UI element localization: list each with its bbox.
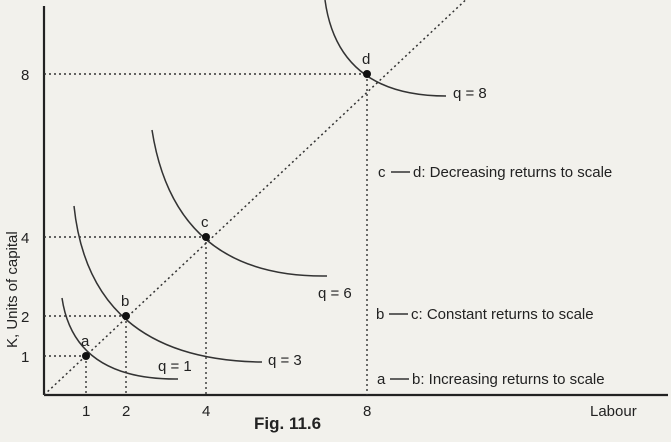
x-tick-label: 2 [122, 403, 130, 420]
point-label-a: a [81, 333, 90, 350]
expansion-path-ray [43, 0, 467, 396]
y-tick-label: 1 [21, 349, 29, 366]
point-a [82, 352, 90, 360]
x-tick-label: 4 [202, 403, 210, 420]
point-label-b: b [121, 293, 129, 310]
x-tick-label: 1 [82, 403, 90, 420]
point-d [363, 70, 371, 78]
annotation-increasing-text: b: Increasing returns to scale [412, 371, 605, 388]
isoquant-label-q8: q = 8 [453, 85, 487, 102]
x-tick-label: 8 [363, 403, 371, 420]
isoquant-label-q1: q = 1 [158, 358, 192, 375]
x-axis-label: Labour [590, 403, 637, 420]
figure-caption: Fig. 11.6 [254, 414, 321, 433]
isoquant-q8 [324, 0, 447, 97]
points: a b c d [81, 51, 371, 360]
guide-lines [44, 73, 368, 395]
point-c [202, 233, 210, 241]
annotation-constant: b c: Constant returns to scale [376, 306, 594, 323]
isoquant-label-q6: q = 6 [318, 285, 352, 302]
isoquant-q1 [61, 297, 179, 380]
annotation-constant-from: b [376, 306, 384, 323]
annotation-increasing: a b: Increasing returns to scale [377, 371, 605, 388]
annotation-decreasing: c d: Decreasing returns to scale [378, 164, 612, 181]
annotation-decreasing-text: d: Decreasing returns to scale [413, 164, 612, 181]
annotation-constant-text: c: Constant returns to scale [411, 306, 594, 323]
isoquant-q6 [151, 129, 328, 277]
y-axis-label: K, Units of capital [4, 231, 21, 348]
isoquant-q3 [73, 205, 263, 363]
point-label-c: c [201, 214, 209, 231]
annotation-increasing-from: a [377, 371, 386, 388]
point-label-d: d [362, 51, 370, 68]
y-tick-label: 4 [21, 230, 29, 247]
y-tick-label: 2 [21, 309, 29, 326]
annotation-decreasing-from: c [378, 164, 386, 181]
isoquant-label-q3: q = 3 [268, 352, 302, 369]
y-tick-label: 8 [21, 67, 29, 84]
point-b [122, 312, 130, 320]
